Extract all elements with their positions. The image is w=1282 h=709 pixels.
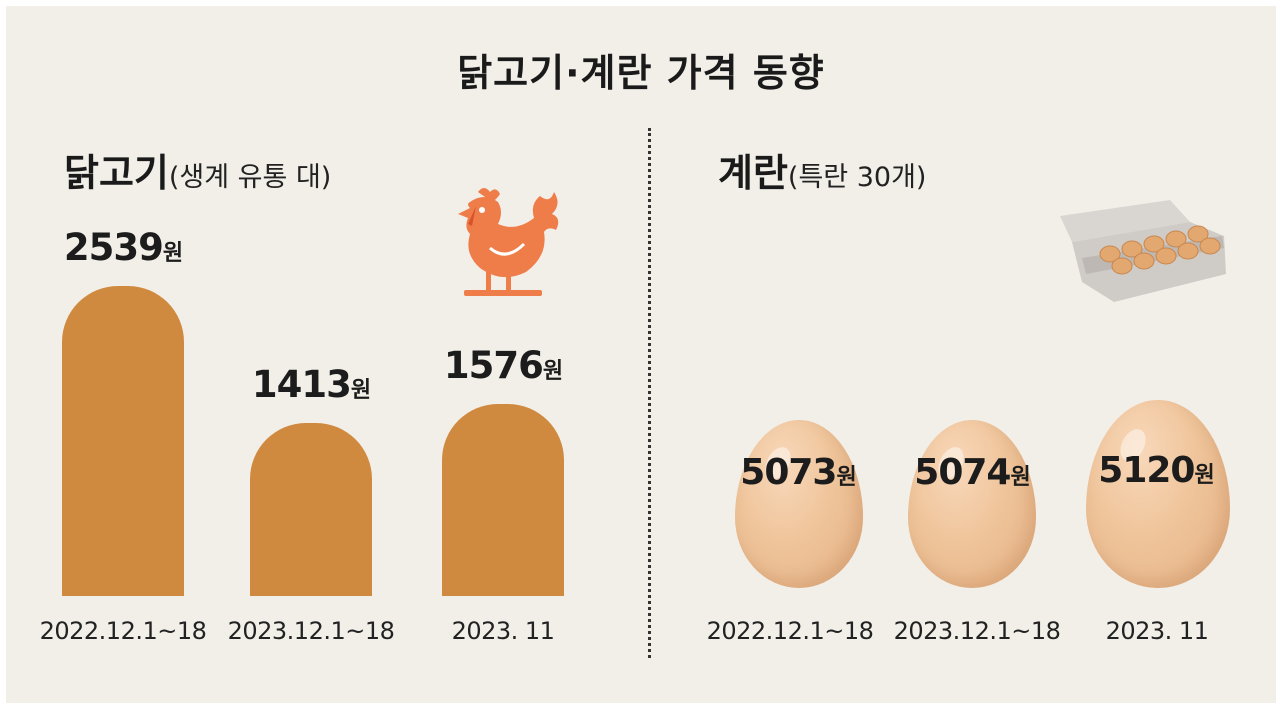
page-title: 닭고기·계란 가격 동향 [457, 51, 825, 95]
egg-value-label: 5074원 [914, 452, 1030, 493]
egg-x-label: 2023.12.1~18 [893, 617, 1061, 645]
egg-panel-heading: 계란(특란 30개) [718, 142, 926, 197]
egg-marker [735, 420, 863, 588]
egg-value-label: 5073원 [740, 452, 856, 493]
chicken-bar [62, 286, 184, 596]
chicken-value-label: 1576원 [443, 343, 563, 387]
chicken-bar [250, 423, 372, 596]
egg-heading-text: 계란 [718, 151, 788, 195]
chicken-icon [440, 186, 564, 306]
egg-x-label: 2022.12.1~18 [706, 617, 874, 645]
egg-x-label: 2023. 11 [1105, 617, 1209, 645]
panel-divider [648, 128, 651, 658]
chicken-subheading: (생계 유통 대) [168, 162, 332, 193]
chicken-x-label: 2023.12.1~18 [227, 617, 395, 645]
chicken-x-label: 2023. 11 [451, 617, 555, 645]
chicken-value-label: 1413원 [251, 363, 371, 407]
infographic-card [6, 6, 1276, 703]
egg-marker [907, 419, 1037, 588]
egg-marker [1086, 399, 1230, 588]
chicken-bar [442, 403, 564, 596]
egg-subheading: (특란 30개) [787, 162, 927, 193]
egg-carton-icon [1052, 192, 1228, 308]
chicken-heading-text: 닭고기 [64, 151, 169, 195]
chicken-panel-heading: 닭고기(생계 유통 대) [64, 142, 331, 197]
egg-value-label: 5120원 [1098, 450, 1214, 491]
chicken-x-label: 2022.12.1~18 [39, 617, 207, 645]
chicken-value-label: 2539원 [63, 226, 183, 269]
